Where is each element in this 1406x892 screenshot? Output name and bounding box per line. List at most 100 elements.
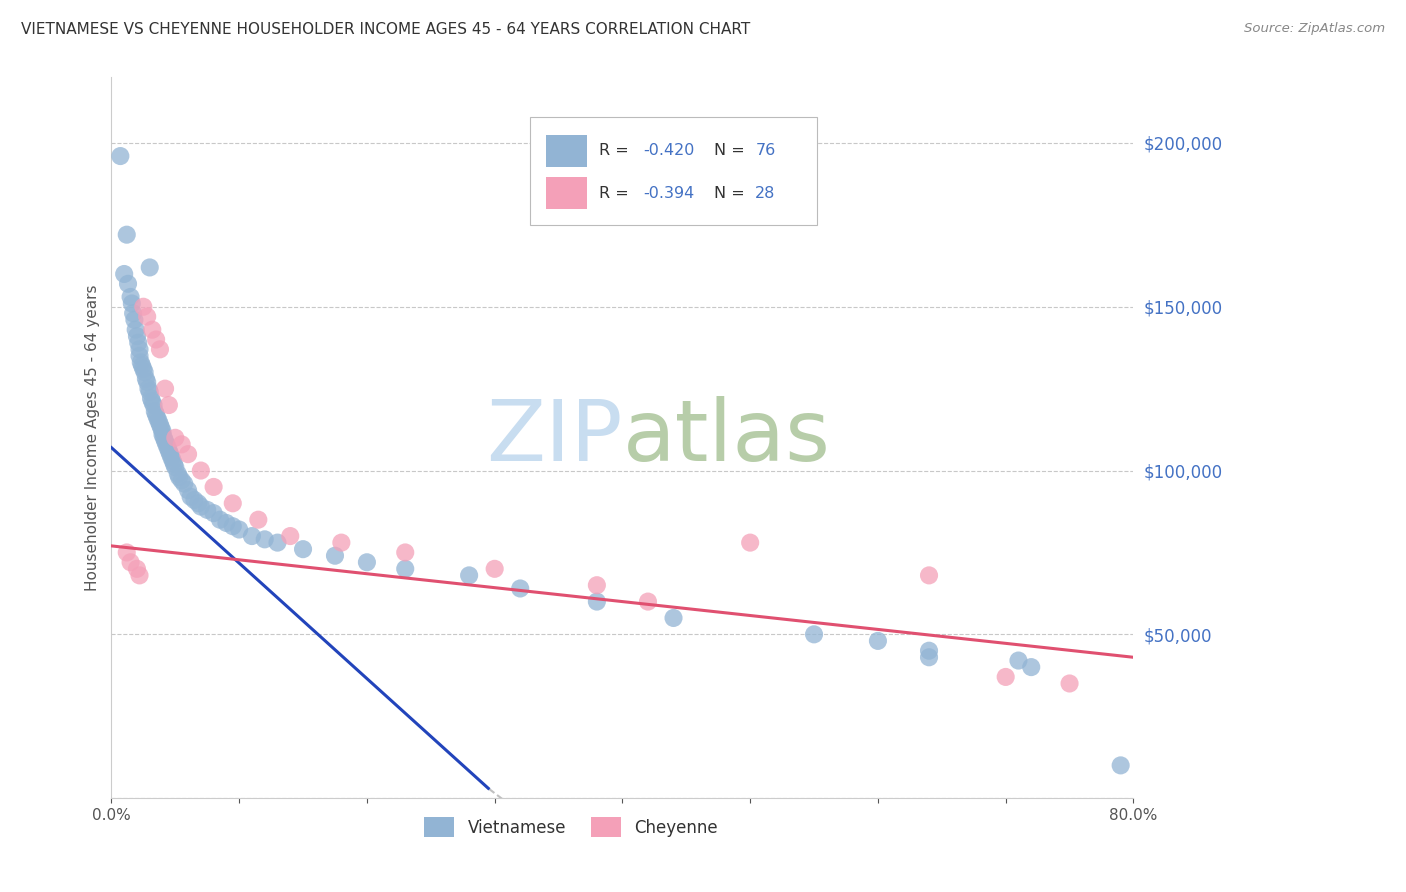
Point <box>138 384 160 399</box>
Point <box>177 483 200 498</box>
Point <box>165 460 187 475</box>
Point <box>155 437 177 451</box>
Point <box>918 644 941 658</box>
Point <box>121 296 143 310</box>
Point <box>356 555 378 569</box>
Point <box>112 267 135 281</box>
Point <box>240 529 263 543</box>
Point <box>202 506 225 520</box>
Point <box>458 568 481 582</box>
Point <box>153 382 176 396</box>
Point <box>918 650 941 665</box>
Point <box>994 670 1017 684</box>
Point <box>918 568 941 582</box>
Point <box>662 611 685 625</box>
Point <box>173 476 195 491</box>
Point <box>146 411 169 425</box>
Point <box>253 533 276 547</box>
Point <box>740 535 762 549</box>
Point <box>149 343 172 357</box>
Point <box>152 427 174 442</box>
Point <box>1059 676 1081 690</box>
Point <box>222 519 245 533</box>
Point <box>1109 758 1132 772</box>
Point <box>139 392 162 406</box>
Point <box>120 555 142 569</box>
Point <box>124 313 146 327</box>
Bar <box>546 135 586 167</box>
Point <box>165 431 187 445</box>
Point <box>138 382 160 396</box>
Text: -0.394: -0.394 <box>643 186 695 201</box>
Point <box>131 359 153 373</box>
Point <box>152 431 174 445</box>
Point <box>160 450 183 465</box>
Point <box>117 277 139 291</box>
Point <box>145 333 167 347</box>
Point <box>586 578 609 592</box>
Point <box>125 562 148 576</box>
Point <box>125 323 148 337</box>
Point <box>141 323 163 337</box>
Point <box>195 503 218 517</box>
Point <box>122 306 145 320</box>
Point <box>138 260 160 275</box>
Legend: Vietnamese, Cheyenne: Vietnamese, Cheyenne <box>418 810 725 844</box>
Point <box>132 300 155 314</box>
Point <box>150 421 173 435</box>
Point <box>247 513 270 527</box>
Point <box>157 398 180 412</box>
Point <box>170 437 193 451</box>
Text: ZIP: ZIP <box>486 396 623 479</box>
Point <box>637 594 659 608</box>
Point <box>323 549 346 563</box>
Point <box>163 457 186 471</box>
Point <box>148 414 170 428</box>
Point <box>120 290 142 304</box>
Point <box>149 417 172 432</box>
Text: N =: N = <box>714 186 751 201</box>
Point <box>215 516 238 530</box>
Point <box>127 335 149 350</box>
Point <box>177 447 200 461</box>
Point <box>157 443 180 458</box>
Point <box>222 496 245 510</box>
Point <box>115 227 138 242</box>
Point <box>228 523 250 537</box>
Point <box>152 424 174 438</box>
Point <box>1019 660 1042 674</box>
Text: VIETNAMESE VS CHEYENNE HOUSEHOLDER INCOME AGES 45 - 64 YEARS CORRELATION CHART: VIETNAMESE VS CHEYENNE HOUSEHOLDER INCOM… <box>21 22 751 37</box>
Point <box>115 545 138 559</box>
Point <box>170 474 193 488</box>
Point <box>190 500 212 514</box>
Point <box>128 568 150 582</box>
Point <box>167 470 190 484</box>
Point <box>180 490 202 504</box>
Point <box>292 542 315 557</box>
Point <box>141 394 163 409</box>
Point <box>128 343 150 357</box>
Point <box>586 594 609 608</box>
Point <box>136 310 159 324</box>
Text: Source: ZipAtlas.com: Source: ZipAtlas.com <box>1244 22 1385 36</box>
Point <box>132 362 155 376</box>
Point <box>866 633 889 648</box>
Point <box>166 467 188 481</box>
Point <box>208 513 231 527</box>
FancyBboxPatch shape <box>530 117 817 225</box>
Point <box>394 545 416 559</box>
Point <box>187 496 209 510</box>
Point <box>134 365 156 379</box>
Point <box>135 372 157 386</box>
Point <box>128 349 150 363</box>
Text: R =: R = <box>599 144 634 159</box>
Point <box>330 535 353 549</box>
Point <box>1007 654 1029 668</box>
Point <box>143 404 166 418</box>
Point <box>484 562 506 576</box>
Text: 76: 76 <box>755 144 776 159</box>
Bar <box>546 178 586 210</box>
Point <box>129 355 152 369</box>
Point <box>159 447 181 461</box>
Point <box>162 454 184 468</box>
